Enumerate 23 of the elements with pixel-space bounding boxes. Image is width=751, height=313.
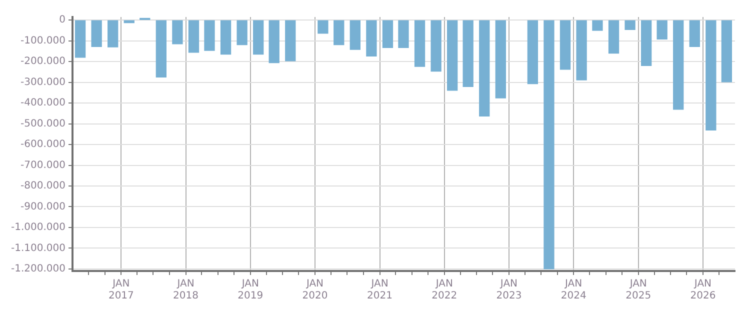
y-tick-label: -100.000	[20, 35, 66, 46]
y-tick-label: -500.000	[20, 118, 66, 130]
y-tick-label: -600.000	[20, 139, 66, 150]
y-tick-label: -1.000.000	[10, 222, 66, 234]
y-tick-label: -400.000	[20, 98, 66, 109]
y-tick-label: -700.000	[20, 160, 66, 171]
y-tick-label: -1.100.000	[10, 242, 66, 254]
x-tick-label: JAN 2026	[690, 278, 716, 302]
y-tick-label: 0	[59, 14, 66, 26]
x-tick-label: JAN 2019	[238, 278, 264, 302]
x-tick-label: JAN 2020	[302, 278, 328, 302]
x-tick-label: JAN 2022	[432, 278, 458, 302]
y-tick-label: -1.200.000	[10, 264, 66, 275]
x-tick-label: JAN 2023	[496, 278, 522, 302]
y-tick-label: -900.000	[20, 201, 66, 212]
y-tick-label: -800.000	[20, 180, 66, 192]
x-tick-label: JAN 2017	[108, 278, 134, 302]
x-tick-label: JAN 2018	[173, 278, 199, 302]
y-tick-label: -200.000	[20, 56, 66, 68]
x-tick-label: JAN 2024	[560, 278, 586, 302]
x-tick-label: JAN 2021	[367, 278, 392, 302]
x-tick-label: JAN 2025	[626, 278, 652, 302]
y-tick-label: -300.000	[20, 76, 66, 88]
